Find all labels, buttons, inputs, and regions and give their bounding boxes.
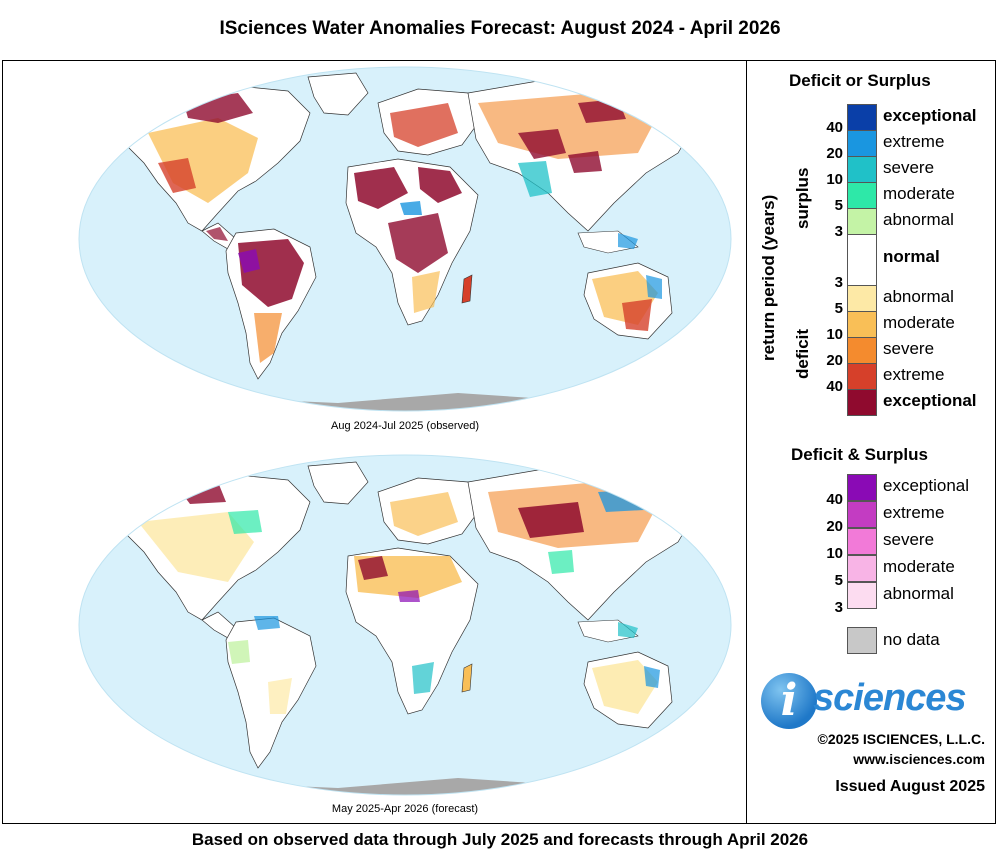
forecast-map [78, 452, 732, 798]
deficit-swatch-4 [847, 389, 877, 416]
footer-note: Based on observed data through July 2025… [191, 830, 809, 849]
deficit-label-4: exceptional [883, 391, 977, 410]
page-title: ISciences Water Anomalies Forecast: Augu… [219, 18, 781, 39]
surplus-label-0: exceptional [883, 106, 977, 125]
logo-i-badge: i [761, 673, 817, 729]
legend-heading-deficit-and-surplus: Deficit & Surplus [791, 445, 928, 464]
no-data-swatch [847, 627, 877, 654]
deficit-tick-2: 10 [826, 326, 843, 343]
website: www.isciences.com [853, 751, 985, 767]
both-label-1: extreme [883, 503, 945, 522]
logo-wordmark: sciences [813, 677, 967, 719]
land-layer [107, 461, 708, 795]
land-layer [107, 72, 708, 411]
surplus-label-1: extreme [883, 132, 945, 151]
both-label-0: exceptional [883, 476, 970, 495]
copyright: ©2025 ISCIENCES, L.L.C. [817, 731, 985, 747]
deficit-tick-1: 5 [834, 300, 843, 317]
deficit-label-2: severe [883, 339, 935, 358]
both-tick-1: 20 [826, 518, 843, 535]
surplus-swatch-1 [847, 130, 877, 157]
normal-label: normal [883, 247, 940, 266]
surplus-label-3: moderate [883, 184, 955, 203]
both-swatch-4 [847, 582, 877, 609]
frame-divider [746, 60, 747, 824]
both-label-4: abnormal [883, 584, 954, 603]
surplus-tick-0: 40 [826, 119, 843, 136]
both-tick-0: 40 [826, 491, 843, 508]
observed-map-caption: Aug 2024-Jul 2025 (observed) [331, 420, 479, 432]
map-frame [2, 60, 996, 824]
both-swatch-1 [847, 501, 877, 528]
deficit-tick-0: 3 [834, 274, 843, 291]
forecast-map-caption: May 2025-Apr 2026 (forecast) [331, 803, 479, 815]
surplus-tick-2: 10 [826, 171, 843, 188]
surplus-swatch-4 [847, 208, 877, 235]
surplus-tick-1: 20 [826, 145, 843, 162]
greenland [307, 461, 369, 505]
no-data-label: no data [883, 630, 940, 649]
surplus-tick-4: 3 [834, 223, 843, 240]
deficit-tick-4: 40 [826, 378, 843, 395]
deficit-label-1: moderate [883, 313, 955, 332]
observed-map [78, 63, 732, 415]
both-swatch-2 [847, 528, 877, 555]
deficit-swatch-0 [847, 285, 877, 312]
surplus-tick-3: 5 [834, 197, 843, 214]
deficit-swatch-3 [847, 363, 877, 390]
greenland [307, 72, 369, 116]
deficit-swatch-1 [847, 311, 877, 338]
both-tick-4: 3 [834, 599, 843, 616]
normal-swatch [847, 232, 877, 286]
deficit-tick-3: 20 [826, 352, 843, 369]
issued-date: Issued August 2025 [835, 778, 985, 795]
return-period-axis-label: return period (years) [759, 194, 778, 361]
both-tick-2: 10 [826, 545, 843, 562]
deficit-label: deficit [793, 328, 812, 379]
surplus-label: surplus [793, 167, 812, 229]
surplus-label-4: abnormal [883, 210, 954, 229]
deficit-label-0: abnormal [883, 287, 954, 306]
surplus-swatch-0 [847, 104, 877, 131]
both-swatch-3 [847, 555, 877, 582]
isciences-logo: i sciences [761, 673, 989, 729]
both-label-3: moderate [883, 557, 955, 576]
deficit-label-3: extreme [883, 365, 945, 384]
both-swatch-0 [847, 474, 877, 501]
both-tick-3: 5 [834, 572, 843, 589]
legend-heading-deficit-or-surplus: Deficit or Surplus [789, 71, 931, 90]
both-label-2: severe [883, 530, 935, 549]
surplus-swatch-2 [847, 156, 877, 183]
legend: Deficit or Surplus return period (years)… [747, 61, 995, 823]
deficit-swatch-2 [847, 337, 877, 364]
surplus-swatch-3 [847, 182, 877, 209]
surplus-label-2: severe [883, 158, 935, 177]
